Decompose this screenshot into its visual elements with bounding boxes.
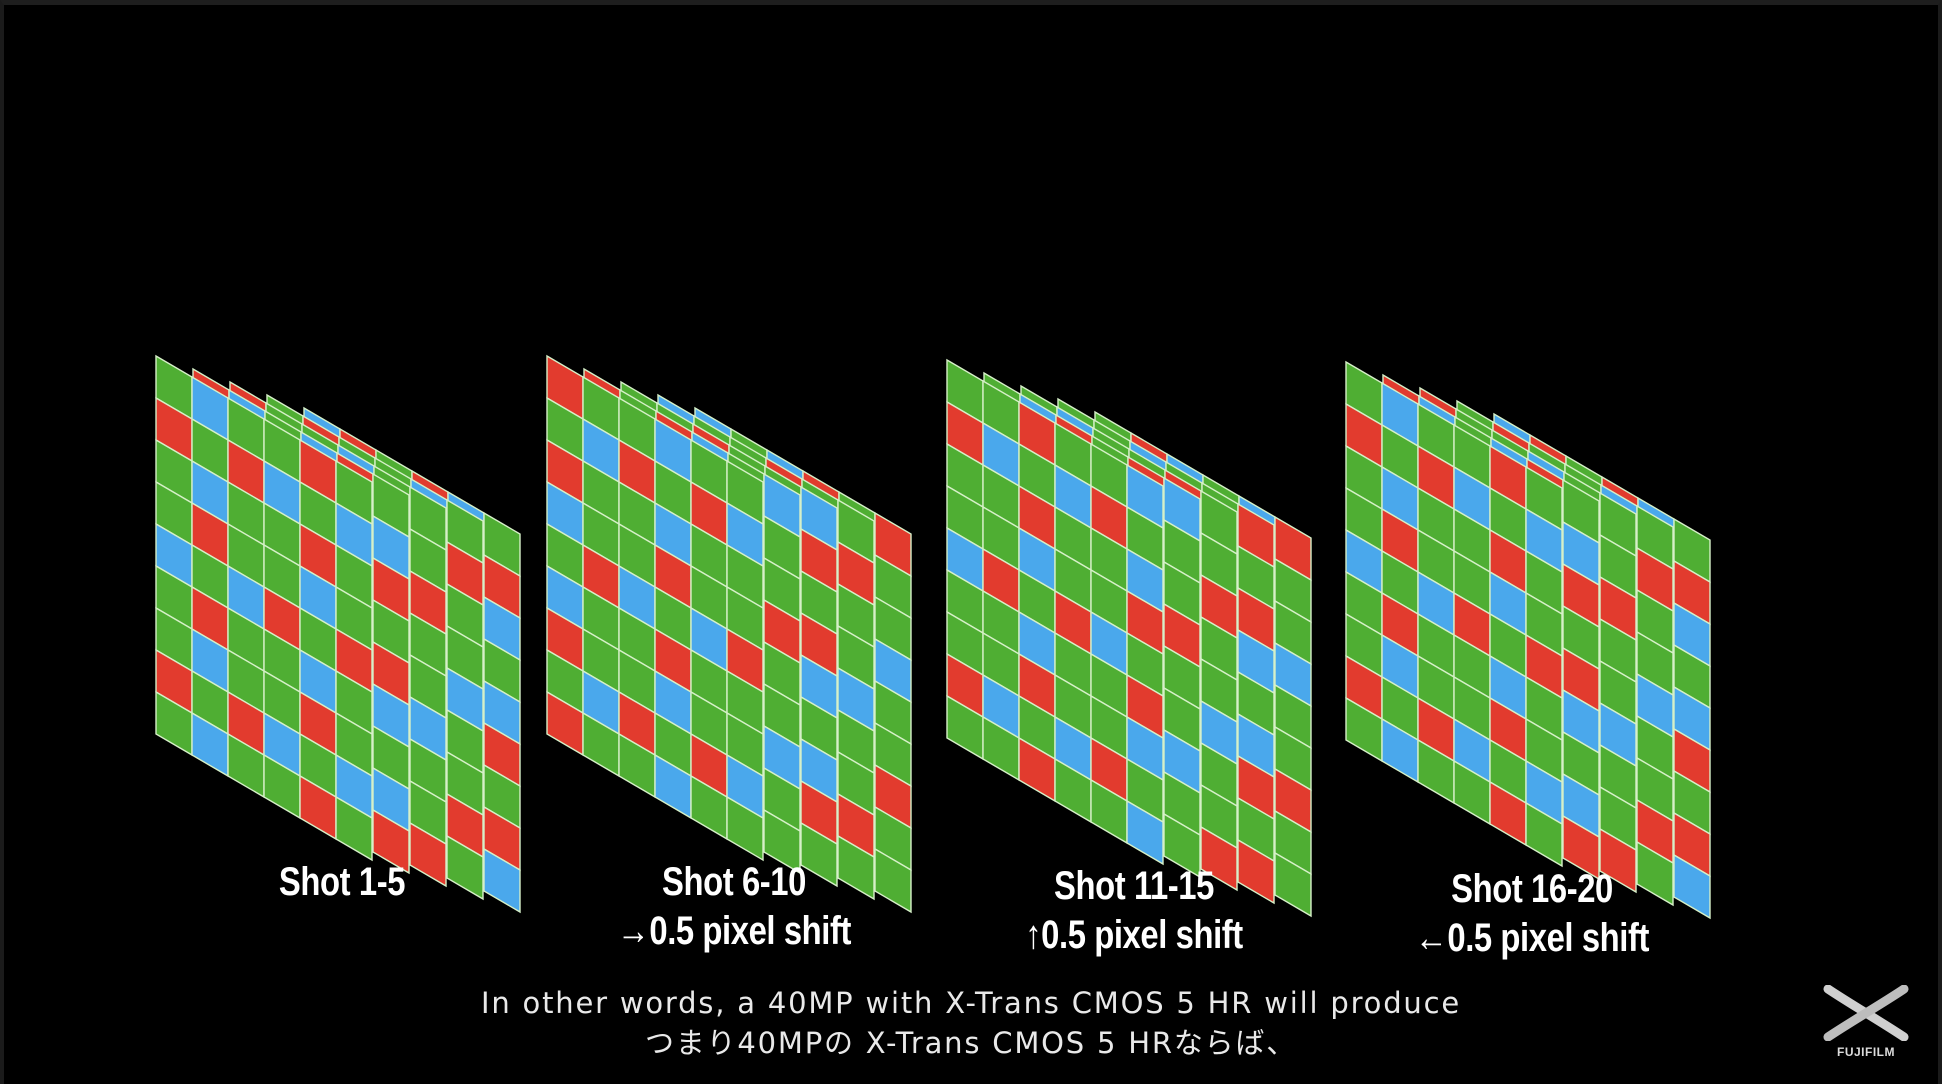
shot-label-group-1: Shot 1-5 [170, 858, 514, 907]
shot-label-range: Shot 16-20 [1451, 867, 1613, 911]
sensor-layer [546, 354, 764, 862]
sensor-stack-1 [155, 354, 521, 914]
shot-label-range: Shot 11-15 [1054, 864, 1214, 908]
shot-label-shift: →0.5 pixel shift [616, 909, 852, 953]
sensor-cell-blue [483, 847, 521, 914]
sensor-layer [946, 358, 1164, 866]
sensor-cell-red [1237, 838, 1275, 905]
sensor-cell-red [1200, 825, 1238, 892]
fujifilm-x-logo-icon [1823, 984, 1909, 1042]
sensor-cell-green [1274, 851, 1312, 918]
sensor-cell-green [837, 834, 875, 901]
shot-label-group-2: Shot 6-10 →0.5 pixel shift [562, 858, 906, 956]
sensor-stack-3 [946, 358, 1312, 918]
fujifilm-logo: FUJIFILM [1822, 984, 1910, 1065]
shot-label-shift: ↑0.5 pixel shift [1025, 913, 1243, 957]
sensor-stack-4 [1345, 360, 1711, 920]
sensor-layer [1345, 360, 1563, 868]
subtitle-japanese: つまり40MPの X-Trans CMOS 5 HRならば、 [644, 1026, 1298, 1060]
sensor-cell-green [726, 795, 764, 862]
logo-wordmark: FUJIFILM [1837, 1045, 1895, 1059]
sensor-stack-2 [546, 354, 912, 914]
sensor-cell-red [1562, 814, 1600, 881]
sensor-cell-green [1163, 812, 1201, 879]
subtitle-english: In other words, a 40MP with X-Trans CMOS… [481, 986, 1461, 1020]
sensor-cell-green [446, 834, 484, 901]
sensor-cell-green [800, 821, 838, 888]
sensor-cell-green [1636, 840, 1674, 907]
sensor-layer [155, 354, 373, 862]
shot-label-range: Shot 6-10 [662, 860, 806, 904]
sensor-cell-green [1525, 801, 1563, 868]
sensor-cell-blue [1673, 853, 1711, 920]
sensor-cell-green [763, 808, 801, 875]
sensor-cell-green [874, 847, 912, 914]
shot-label-range: Shot 1-5 [278, 860, 406, 904]
shot-label-group-4: Shot 16-20 ←0.5 pixel shift [1360, 865, 1704, 963]
sensor-cell-red [409, 821, 447, 888]
shot-label-shift: ←0.5 pixel shift [1414, 916, 1650, 960]
subtitle-caption: In other words, a 40MP with X-Trans CMOS… [0, 983, 1942, 1063]
sensor-cell-red [1599, 827, 1637, 894]
sensor-cell-green [335, 795, 373, 862]
shot-label-group-3: Shot 11-15 ↑0.5 pixel shift [962, 862, 1306, 960]
sensor-cell-red [372, 808, 410, 875]
sensor-cell-blue [1126, 799, 1164, 866]
